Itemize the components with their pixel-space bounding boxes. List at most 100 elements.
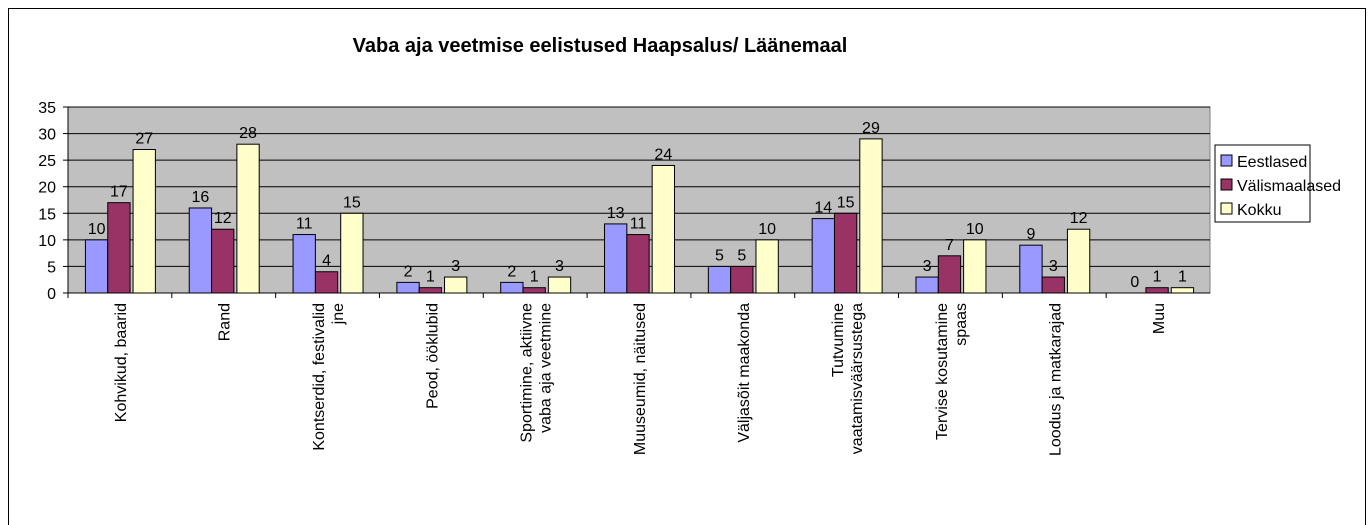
y-tick-label: 10 (38, 233, 56, 250)
x-tick-label: Kontserdid, festivalid jne (311, 303, 347, 451)
y-tick-label: 20 (38, 180, 56, 197)
y-tick-label: 5 (47, 259, 56, 276)
bar (314, 271, 339, 294)
x-tick-label-line: Loodus ja matkarajad (1047, 303, 1064, 456)
data-label: 15 (837, 194, 855, 211)
x-tick-label-line: Kontserdid, festivalid (311, 303, 328, 451)
data-label: 1 (426, 269, 435, 286)
bar (188, 207, 213, 294)
data-label: 11 (630, 216, 647, 233)
x-tick-label-line: Tutvumine (830, 303, 847, 377)
bar (236, 143, 260, 294)
x-tick-label-line: Peod, ööklubid (424, 303, 441, 409)
bar (84, 239, 109, 294)
bar (1041, 276, 1065, 294)
x-tick-label-line: vaba aja veetmine (538, 303, 555, 433)
bar (626, 234, 650, 294)
data-label: 3 (451, 258, 460, 275)
data-label: 13 (607, 205, 625, 222)
data-label: 1 (1178, 269, 1187, 286)
bar (915, 276, 939, 294)
bar (859, 138, 883, 294)
x-tick-label-line: Rand (217, 303, 234, 341)
x-tick-label: Sportimine, aktiivne vaba aja veetmine (519, 303, 555, 443)
data-label: 4 (322, 253, 331, 270)
x-tick-label: Loodus ja matkarajad (1047, 303, 1064, 456)
legend-swatch (1220, 178, 1233, 191)
x-tick-label-line: Muu (1151, 303, 1168, 334)
legend-swatch (1220, 202, 1233, 215)
data-label: 3 (923, 258, 932, 275)
x-tick-label: Kohvikud, baarid (113, 303, 130, 422)
bar (833, 212, 858, 294)
data-label: 5 (715, 247, 724, 264)
y-tick-label: 0 (47, 286, 56, 303)
data-label: 27 (135, 131, 153, 148)
x-tick-label: Rand (217, 303, 234, 341)
data-label: 28 (239, 125, 257, 142)
y-tick-label: 30 (38, 127, 56, 144)
y-tick-label: 35 (38, 100, 56, 117)
bar (292, 234, 316, 294)
data-label: 16 (192, 189, 210, 206)
data-label: 1 (1153, 269, 1162, 286)
bar (1145, 287, 1169, 294)
bar (418, 287, 443, 294)
bar (755, 239, 779, 294)
data-label: 15 (343, 194, 361, 211)
bar (547, 276, 572, 294)
data-label: 24 (654, 146, 672, 163)
data-label: 9 (1026, 226, 1035, 243)
x-tick-label: Muu (1151, 303, 1168, 334)
data-label: 10 (758, 221, 776, 238)
x-tick-label-line: Kohvikud, baarid (113, 303, 130, 422)
data-label: 12 (214, 210, 232, 227)
chart-title: Vaba aja veetmise eelistused Haapsalus/ … (353, 35, 848, 57)
bar (1066, 228, 1091, 294)
x-tick-label-line: Tervise kosutamine (934, 303, 951, 440)
legend-label: Välismaalased (1237, 178, 1341, 195)
bar (1170, 287, 1195, 294)
bar (937, 255, 962, 294)
legend-swatch (1220, 154, 1233, 167)
bar (963, 239, 987, 294)
bar (107, 202, 131, 294)
x-tick-label-line: Muuseumid, näitused (632, 303, 649, 455)
x-tick-label-line: Sportimine, aktiivne (519, 303, 536, 443)
bar (340, 212, 364, 294)
bar (132, 149, 156, 294)
x-tick-label: Muuseumid, näitused (632, 303, 649, 455)
data-label: 5 (737, 247, 746, 264)
data-label: 2 (404, 263, 413, 280)
legend-label: Eestlased (1237, 154, 1307, 171)
x-tick-label: Väljasõit maakonda (736, 303, 753, 443)
bar (500, 281, 524, 294)
data-label: 29 (862, 120, 880, 137)
x-tick-label-line: Väljasõit maakonda (736, 303, 753, 443)
bar (811, 218, 835, 294)
data-label: 3 (555, 258, 564, 275)
bar (730, 265, 754, 294)
bar (1019, 244, 1043, 294)
data-label: 14 (814, 200, 832, 217)
data-label: 17 (110, 184, 128, 201)
data-label: 7 (945, 237, 954, 254)
y-tick-label: 25 (38, 153, 56, 170)
data-label: 3 (1049, 258, 1058, 275)
bar (651, 164, 675, 294)
x-tick-label: Tutvumine vaatamisväärsustega (830, 303, 866, 454)
data-label: 10 (966, 221, 984, 238)
data-label: 0 (1130, 274, 1139, 291)
bar (444, 276, 468, 294)
x-tick-label: Tervise kosutamine spaas (934, 303, 970, 440)
x-tick-label-line: spaas (953, 303, 970, 346)
data-label: 10 (88, 221, 106, 238)
legend-label: Kokku (1237, 202, 1281, 219)
data-label: 12 (1070, 210, 1088, 227)
y-tick-label: 15 (38, 206, 56, 223)
bar (604, 223, 628, 294)
bar (707, 265, 732, 294)
x-tick-label: Peod, ööklubid (424, 303, 441, 409)
data-label: 2 (507, 263, 516, 280)
